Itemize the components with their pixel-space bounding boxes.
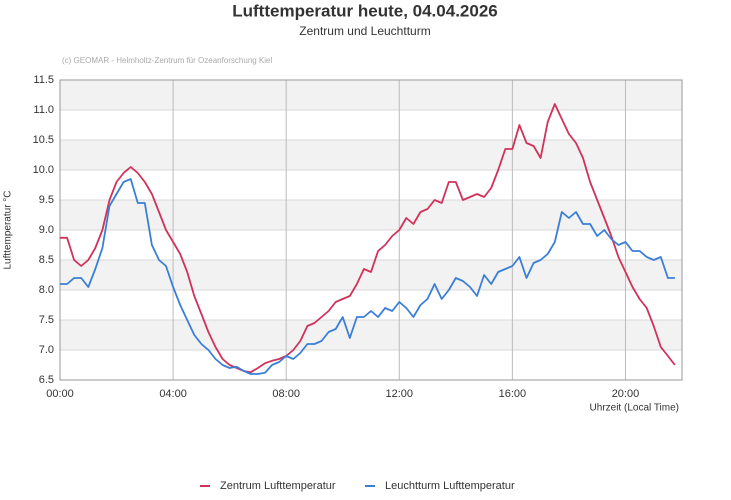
copyright-note: (c) GEOMAR - Helmholtz-Zentrum für Ozean… [62, 56, 273, 65]
y-tick-label: 8.0 [39, 284, 54, 296]
chart-title: Lufttemperatur heute, 04.04.2026 [232, 1, 497, 20]
y-tick-label: 9.0 [39, 224, 54, 236]
y-axis-label: Lufttemperatur °C [3, 190, 14, 269]
y-tick-label: 6.5 [39, 374, 54, 386]
chart-subtitle: Zentrum und Leuchtturm [299, 24, 430, 38]
y-tick-label: 11.0 [33, 104, 54, 116]
y-tick-label: 10.0 [33, 164, 54, 176]
grid-band [60, 140, 682, 170]
legend-label: Leuchtturm Lufttemperatur [385, 480, 515, 492]
x-axis-label: Uhrzeit (Local Time) [590, 403, 679, 414]
plot-border [59, 79, 683, 381]
y-tick-label: 9.5 [39, 194, 54, 206]
legend-label: Zentrum Lufttemperatur [220, 480, 336, 492]
grid-band [60, 260, 682, 290]
grid-band [60, 80, 682, 110]
x-tick-label: 00:00 [46, 388, 74, 400]
x-tick-label: 16:00 [499, 388, 527, 400]
y-tick-label: 7.5 [39, 314, 54, 326]
x-tick-label: 08:00 [272, 388, 300, 400]
y-tick-label: 8.5 [39, 254, 54, 266]
x-tick-label: 20:00 [612, 388, 640, 400]
line [60, 178, 675, 375]
line [60, 103, 676, 374]
grid-band [60, 200, 682, 230]
x-tick-label: 12:00 [386, 388, 414, 400]
y-tick-label: 11.5 [33, 74, 54, 86]
grid-band [60, 320, 682, 350]
y-tick-label: 7.0 [39, 344, 54, 356]
x-tick-label: 04:00 [159, 388, 187, 400]
y-tick-label: 10.5 [33, 134, 54, 146]
